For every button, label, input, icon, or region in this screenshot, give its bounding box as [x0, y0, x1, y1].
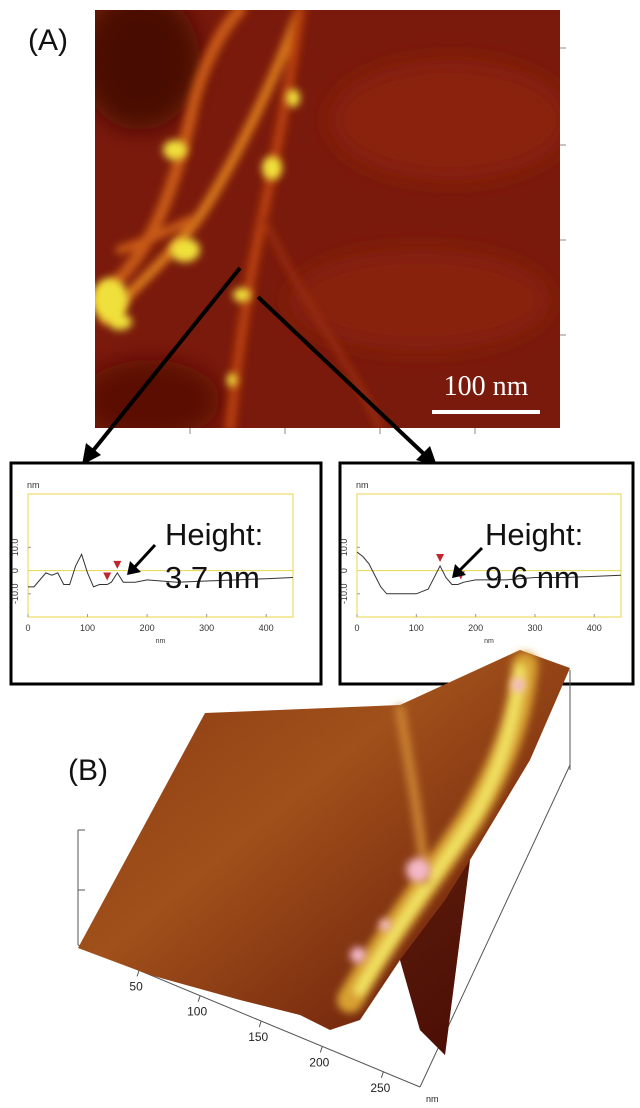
axis-tick-label: 250 [370, 1081, 390, 1095]
y-tick-label: -10.0 [10, 584, 20, 605]
x-tick-label: 100 [409, 623, 424, 633]
x-tick-label: 300 [199, 623, 214, 633]
y-unit: nm [356, 480, 369, 490]
panel-label: (A) [28, 24, 68, 57]
x-tick-label: 200 [468, 623, 483, 633]
y-tick-label: 10.0 [10, 539, 20, 557]
surface-3d [78, 650, 570, 1087]
annotation: Height: [165, 517, 263, 552]
x-tick-label: 400 [587, 623, 602, 633]
axis-tick-label: 200 [309, 1055, 329, 1069]
y-tick-label: 0 [339, 568, 349, 573]
axis-tick-label: 100 [187, 1005, 207, 1019]
panel-label: (B) [68, 754, 108, 787]
x-axis-label: nm [484, 638, 494, 645]
axis-tick [259, 1021, 261, 1027]
axis-unit: nm [426, 1094, 439, 1104]
scale-bar-label: 100 nm [444, 371, 529, 402]
axis-tick [198, 996, 200, 1002]
x-axis-label: nm [156, 638, 166, 645]
x-tick-label: 400 [259, 623, 274, 633]
annotation: 3.7 nm [165, 560, 260, 595]
axis-tick [381, 1072, 383, 1078]
axis-tick-label: 50 [129, 979, 143, 993]
x-tick-label: 0 [354, 623, 359, 633]
annotation: Height: [485, 517, 583, 552]
y-tick-label: 10.0 [339, 539, 349, 557]
annotation: 9.6 nm [485, 560, 580, 595]
axis-tick [137, 970, 139, 976]
figure: (A) 100 nm [0, 0, 640, 1108]
x-tick-label: 300 [527, 623, 542, 633]
y-tick-label: -10.0 [339, 584, 349, 605]
axis-tick [320, 1046, 322, 1052]
x-tick-label: 0 [25, 623, 30, 633]
y-unit: nm [27, 480, 40, 490]
x-tick-label: 100 [80, 623, 95, 633]
axis-tick-label: 150 [248, 1030, 268, 1044]
y-tick-label: 0 [10, 568, 20, 573]
x-tick-label: 200 [140, 623, 155, 633]
